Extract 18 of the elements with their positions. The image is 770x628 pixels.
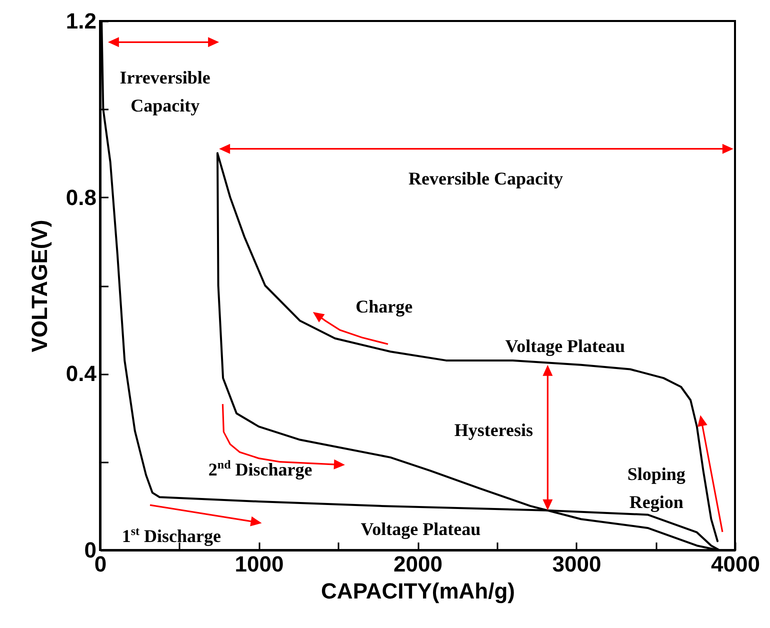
y-tick-label: 0.4 — [66, 361, 98, 386]
y-tick-label: 0.8 — [66, 184, 96, 210]
x-tick-label: 1000 — [234, 552, 284, 576]
annotation: Voltage Plateau — [505, 336, 626, 356]
y-tick-label: 1.2 — [66, 8, 96, 34]
annotation: Reversible Capacity — [408, 168, 563, 189]
annotation: Voltage Plateau — [360, 519, 481, 540]
x-axis-title: CAPACITY(mAh/g) — [321, 578, 515, 604]
annotation: Sloping Region — [627, 464, 686, 512]
x-tick-label: 3000 — [552, 552, 602, 576]
annotation: Hysteresis — [454, 420, 534, 440]
x-tick-label: 2000 — [394, 552, 442, 576]
annotation: Charge — [356, 296, 413, 317]
y-axis-title: VOLTAGE(V) — [26, 220, 52, 352]
annotation: 2$^{nd}$ Discharge — [208, 458, 312, 480]
annotation: Irreversible Capacity — [120, 67, 210, 116]
x-tick-label: 4000 — [711, 552, 760, 576]
annotation: 1$^{st}$ Discharge — [122, 524, 222, 546]
